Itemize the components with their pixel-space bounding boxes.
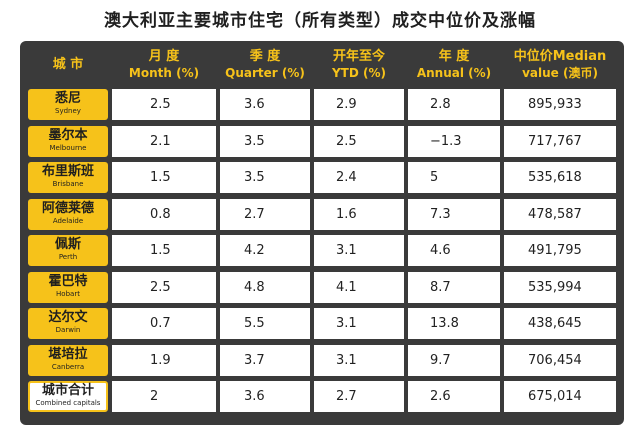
city-name-en: Sydney bbox=[55, 106, 81, 115]
median-cell: 438,645 bbox=[504, 308, 616, 339]
header-quarter-en: Quarter (%) bbox=[225, 66, 305, 80]
city-cell: 佩斯 Perth bbox=[28, 235, 108, 266]
median-cell: 675,014 bbox=[504, 381, 616, 412]
median-cell: 717,767 bbox=[504, 126, 616, 157]
city-name-en: Darwin bbox=[55, 325, 81, 334]
month-cell: 1.5 bbox=[112, 235, 216, 266]
median-cell: 478,587 bbox=[504, 199, 616, 230]
city-cell: 悉尼 Sydney bbox=[28, 89, 108, 120]
quarter-cell: 3.6 bbox=[220, 381, 310, 412]
city-cell: 堪培拉 Canberra bbox=[28, 345, 108, 376]
annual-cell: 5 bbox=[408, 162, 500, 193]
header-quarter-zh: 季 度 bbox=[249, 49, 281, 64]
header-annual-en: Annual (%) bbox=[416, 66, 492, 80]
annual-cell: −1.3 bbox=[408, 126, 500, 157]
header-median-zh: 中位价Median bbox=[513, 49, 607, 64]
month-cell: 2.5 bbox=[112, 272, 216, 303]
month-cell: 0.7 bbox=[112, 308, 216, 339]
city-name-en: Perth bbox=[58, 252, 78, 261]
header-ytd-en: YTD (%) bbox=[331, 66, 386, 80]
city-cell: 达尔文 Darwin bbox=[28, 308, 108, 339]
city-cell: 城市合计 Combined capitals bbox=[28, 381, 108, 412]
quarter-cell: 3.6 bbox=[220, 89, 310, 120]
city-name-zh: 堪培拉 bbox=[48, 346, 88, 362]
city-cell: 霍巴特 Hobart bbox=[28, 272, 108, 303]
header-month-zh: 月 度 bbox=[148, 49, 180, 64]
median-cell: 895,933 bbox=[504, 89, 616, 120]
median-cell: 706,454 bbox=[504, 345, 616, 376]
quarter-cell: 5.5 bbox=[220, 308, 310, 339]
city-cell: 阿德莱德 Adelaide bbox=[28, 199, 108, 230]
ytd-cell: 2.9 bbox=[314, 89, 404, 120]
city-name-en: Melbourne bbox=[49, 143, 87, 152]
city-name-zh: 布里斯班 bbox=[41, 163, 94, 179]
header-month-en: Month (%) bbox=[128, 66, 200, 80]
annual-cell: 13.8 bbox=[408, 308, 500, 339]
city-name-zh: 阿德莱德 bbox=[41, 200, 94, 216]
header-month: 月 度 Month (%) bbox=[112, 41, 216, 89]
ytd-cell: 2.7 bbox=[314, 381, 404, 412]
table-panel: 城 市 月 度 Month (%) 季 度 Quarter (%) 开年至今 Y… bbox=[20, 41, 624, 425]
quarter-cell: 3.7 bbox=[220, 345, 310, 376]
city-name-zh: 达尔文 bbox=[48, 309, 88, 325]
city-name-zh: 悉尼 bbox=[54, 90, 81, 106]
ytd-cell: 2.4 bbox=[314, 162, 404, 193]
ytd-cell: 1.6 bbox=[314, 199, 404, 230]
month-cell: 2.5 bbox=[112, 89, 216, 120]
city-cell: 布里斯班 Brisbane bbox=[28, 162, 108, 193]
median-cell: 535,618 bbox=[504, 162, 616, 193]
ytd-cell: 3.1 bbox=[314, 345, 404, 376]
header-city-label: 城 市 bbox=[52, 57, 84, 72]
month-cell: 0.8 bbox=[112, 199, 216, 230]
annual-cell: 9.7 bbox=[408, 345, 500, 376]
header-ytd: 开年至今 YTD (%) bbox=[314, 41, 404, 89]
quarter-cell: 4.8 bbox=[220, 272, 310, 303]
ytd-cell: 3.1 bbox=[314, 235, 404, 266]
header-median-en: value (澳币) bbox=[522, 66, 598, 80]
ytd-cell: 4.1 bbox=[314, 272, 404, 303]
city-cell: 墨尔本 Melbourne bbox=[28, 126, 108, 157]
quarter-cell: 3.5 bbox=[220, 126, 310, 157]
header-city: 城 市 bbox=[28, 41, 108, 89]
quarter-cell: 2.7 bbox=[220, 199, 310, 230]
city-name-zh: 霍巴特 bbox=[48, 273, 88, 289]
chart-title: 澳大利亚主要城市住宅（所有类型）成交中位价及涨幅 bbox=[104, 11, 536, 31]
annual-cell: 7.3 bbox=[408, 199, 500, 230]
header-annual: 年 度 Annual (%) bbox=[408, 41, 500, 89]
month-cell: 2.1 bbox=[112, 126, 216, 157]
city-name-en: Canberra bbox=[51, 362, 85, 371]
city-name-en: Hobart bbox=[56, 289, 80, 298]
median-cell: 491,795 bbox=[504, 235, 616, 266]
header-quarter: 季 度 Quarter (%) bbox=[220, 41, 310, 89]
city-name-zh: 墨尔本 bbox=[48, 127, 88, 143]
quarter-cell: 3.5 bbox=[220, 162, 310, 193]
ytd-cell: 2.5 bbox=[314, 126, 404, 157]
header-median: 中位价Median value (澳币) bbox=[504, 41, 616, 89]
median-cell: 535,994 bbox=[504, 272, 616, 303]
annual-cell: 8.7 bbox=[408, 272, 500, 303]
annual-cell: 4.6 bbox=[408, 235, 500, 266]
city-name-en: Brisbane bbox=[52, 179, 84, 188]
annual-cell: 2.8 bbox=[408, 89, 500, 120]
ytd-cell: 3.1 bbox=[314, 308, 404, 339]
header-annual-zh: 年 度 bbox=[438, 49, 470, 64]
month-cell: 1.9 bbox=[112, 345, 216, 376]
quarter-cell: 4.2 bbox=[220, 235, 310, 266]
city-name-zh: 佩斯 bbox=[54, 236, 81, 252]
annual-cell: 2.6 bbox=[408, 381, 500, 412]
city-name-en: Adelaide bbox=[52, 216, 84, 225]
month-cell: 1.5 bbox=[112, 162, 216, 193]
city-name-zh: 城市合计 bbox=[41, 382, 94, 398]
header-ytd-zh: 开年至今 bbox=[332, 49, 385, 64]
month-cell: 2 bbox=[112, 381, 216, 412]
city-name-en: Combined capitals bbox=[35, 398, 101, 407]
